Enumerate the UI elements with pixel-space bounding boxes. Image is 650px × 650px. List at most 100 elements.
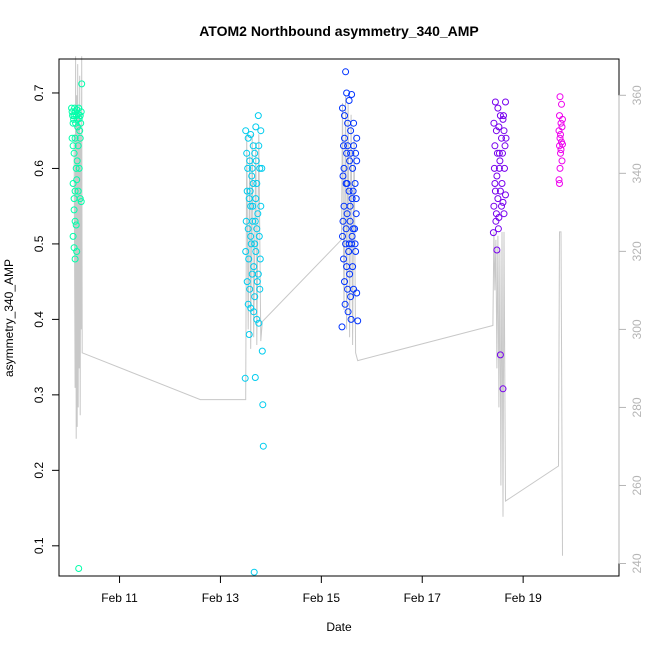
data-point: [343, 180, 351, 187]
data-point: [348, 240, 356, 248]
x-axis-label: Date: [326, 620, 352, 634]
data-point: [490, 164, 498, 172]
data-point: [558, 157, 566, 165]
data-point: [258, 164, 266, 172]
data-point: [495, 149, 503, 157]
data-point: [350, 285, 358, 293]
data-point: [557, 119, 565, 127]
data-point: [68, 104, 76, 112]
y-right-tick-label: 240: [630, 553, 644, 573]
data-point: [343, 210, 351, 218]
data-point: [499, 198, 507, 206]
data-point: [346, 202, 354, 210]
data-point: [352, 248, 360, 255]
data-point: [251, 149, 259, 157]
data-point: [346, 157, 354, 165]
data-point: [340, 164, 348, 172]
data-point: [558, 123, 566, 131]
data-point: [342, 68, 350, 76]
data-point: [494, 225, 502, 233]
data-point: [71, 217, 79, 225]
data-point: [243, 278, 251, 286]
data-point: [338, 323, 346, 331]
data-point: [353, 289, 361, 297]
data-point: [75, 565, 83, 572]
data-point: [351, 180, 359, 187]
data-point: [501, 142, 509, 150]
data-point: [345, 97, 353, 104]
plot-frame: [58, 58, 620, 577]
y-right-tick-label: 260: [630, 475, 644, 495]
data-point: [258, 347, 266, 355]
data-point: [495, 123, 503, 131]
data-point: [502, 134, 510, 142]
data-point: [343, 149, 351, 157]
data-point: [246, 187, 254, 195]
data-point: [76, 127, 84, 135]
data-point: [72, 119, 80, 127]
secondary-series-layer: [73, 56, 563, 556]
data-point: [350, 142, 358, 150]
data-point: [500, 112, 507, 120]
data-point: [556, 134, 564, 142]
data-point: [259, 401, 267, 409]
data-point: [245, 331, 253, 338]
data-point: [489, 229, 497, 237]
data-point: [493, 149, 501, 157]
data-point: [74, 187, 82, 195]
data-point: [491, 98, 499, 106]
data-point: [353, 157, 361, 165]
data-point: [494, 104, 502, 112]
x-tick-label: Feb 19: [504, 591, 542, 605]
point-group-1: [68, 80, 86, 572]
data-point: [77, 108, 85, 116]
data-point: [253, 278, 261, 286]
data-point: [496, 187, 504, 195]
data-point: [350, 119, 358, 127]
point-group-4: [489, 98, 510, 393]
data-point: [253, 180, 261, 187]
data-point: [69, 142, 77, 150]
data-point: [352, 210, 360, 218]
y-tick-label: 0.6: [32, 160, 46, 177]
data-point: [257, 127, 265, 135]
data-point: [347, 293, 355, 301]
data-point: [255, 319, 263, 327]
data-point: [351, 240, 359, 248]
data-point: [255, 142, 263, 150]
data-point: [248, 164, 256, 172]
data-point: [490, 119, 498, 127]
data-point: [252, 248, 260, 255]
data-point: [339, 217, 347, 225]
data-point: [499, 385, 507, 393]
data-point: [339, 232, 346, 240]
data-point: [259, 442, 267, 450]
data-point: [500, 210, 508, 218]
y-axis-right: 240 260 280 300 320 340 360: [618, 85, 644, 574]
x-tick-label: Feb 17: [404, 591, 442, 605]
data-point: [493, 172, 501, 180]
data-point: [75, 164, 83, 172]
data-point: [557, 131, 564, 138]
y-right-tick-label: 280: [630, 397, 644, 417]
x-tick-label: Feb 11: [101, 591, 138, 605]
x-axis: Feb 11 Feb 13 Feb 15 Feb 17 Feb 19: [101, 575, 542, 605]
data-point: [251, 240, 259, 248]
data-point: [556, 180, 563, 187]
data-point: [249, 217, 257, 225]
data-point: [499, 149, 506, 157]
data-point: [252, 157, 260, 165]
data-point: [498, 180, 506, 187]
data-point: [247, 202, 255, 210]
data-point: [353, 134, 361, 142]
y-right-tick-label: 320: [630, 241, 644, 261]
data-point: [247, 240, 255, 248]
data-point: [344, 308, 352, 316]
y-tick-label: 0.7: [32, 84, 46, 101]
data-point: [493, 246, 501, 254]
data-point: [71, 134, 79, 142]
data-point: [246, 285, 254, 293]
data-point: [255, 232, 263, 240]
data-point: [502, 191, 509, 199]
